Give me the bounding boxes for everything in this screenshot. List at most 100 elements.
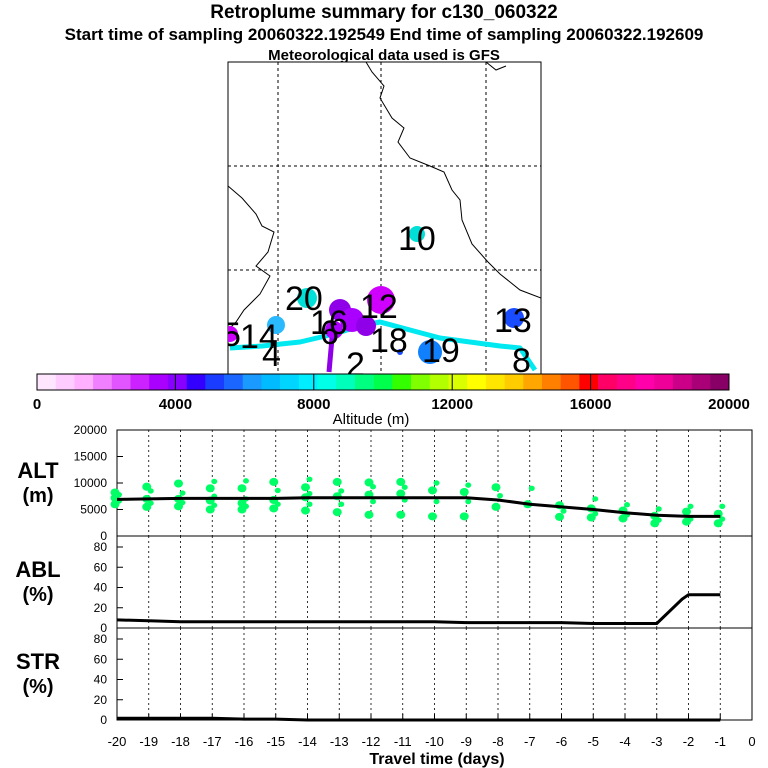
colorbar-cell (336, 374, 356, 390)
colorbar-tick-label: 16000 (570, 396, 612, 413)
altitude-point (396, 477, 406, 486)
altitude-point (396, 510, 406, 519)
x-tick-label: -8 (492, 734, 504, 749)
x-tick-label: -6 (556, 734, 568, 749)
trajectory-day-label: 14 (240, 318, 278, 356)
colorbar-tick-label: 4000 (159, 396, 192, 413)
trajectory-day-label: 4 (262, 336, 281, 374)
colorbar-cell (541, 374, 561, 390)
colorbar-cell (616, 374, 636, 390)
trajectory-day-label: 6 (320, 314, 339, 352)
trajectory-point (228, 326, 238, 342)
x-tick-label: -16 (235, 734, 254, 749)
sampling-time-line: Start time of sampling 20060322.192549 E… (64, 25, 704, 44)
colorbar-cell (317, 374, 337, 390)
trajectory-day-label: 19 (422, 332, 460, 370)
y-tick-label: 0 (100, 529, 107, 543)
colorbar-cell (261, 374, 281, 390)
y-tick-label: 40 (94, 581, 108, 595)
altitude-point (428, 486, 437, 495)
trajectory-track (229, 319, 538, 372)
x-axis-label: Travel time (days) (369, 751, 504, 768)
trajectory-point (397, 349, 403, 355)
trajectory-day-label: 18 (370, 322, 408, 360)
trajectory-point (409, 226, 425, 242)
colorbar-cell (560, 374, 580, 390)
coastline-northeast (485, 62, 507, 71)
altitude-point (491, 483, 501, 492)
x-tick-label: -15 (266, 734, 285, 749)
series-line (117, 716, 721, 722)
colorbar-cell (710, 374, 730, 390)
x-tick-label: -11 (394, 734, 412, 749)
altitude-point (237, 499, 247, 508)
altitude-point (301, 483, 310, 492)
x-tick-label: -19 (139, 734, 158, 749)
colorbar-tick-label: 20000 (708, 396, 750, 413)
colorbar-cell (205, 374, 225, 390)
panel-str: 0 20 40 60 80 STR(%) (16, 627, 753, 727)
y-tick-label: 80 (94, 540, 108, 554)
altitude-point (174, 479, 183, 488)
panel-unit-label: (%) (22, 676, 53, 698)
trajectory-day-label: 5 (222, 316, 241, 354)
altitude-point (592, 511, 599, 517)
colorbar-cell (672, 374, 692, 390)
altitude-point (719, 503, 726, 510)
colorbar-label: Altitude (m) (333, 411, 410, 428)
series-line (116, 593, 721, 625)
colorbar-cell (411, 374, 431, 390)
altitude-point (491, 502, 501, 511)
altitude-point (306, 476, 313, 482)
trajectory-point (267, 316, 285, 334)
altitude-point (364, 510, 374, 519)
coastline-west (228, 185, 275, 331)
colorbar-cell (186, 374, 206, 390)
trajectory-day-label: 8 (512, 342, 531, 380)
trajectory-day-label: 10 (398, 220, 436, 258)
altitude-point (274, 487, 281, 494)
altitude-point (396, 489, 406, 498)
altitude-point (269, 504, 279, 513)
x-tick-label: -18 (171, 734, 190, 749)
altitude-point (301, 506, 310, 515)
altitude-point (243, 478, 249, 484)
colorbar-cell (448, 374, 468, 390)
x-tick-label: -4 (619, 734, 631, 749)
trajectory-day-label: 16 (310, 304, 348, 342)
x-tick-label: -7 (524, 734, 536, 749)
altitude-point (687, 503, 694, 510)
colorbar-cell (280, 374, 300, 390)
altitude-point (338, 501, 345, 507)
colorbar-tick-label: 12000 (431, 396, 473, 413)
x-tick-label: -12 (362, 734, 381, 749)
colorbar-cell (93, 374, 113, 390)
colorbar-cell (523, 374, 543, 390)
y-tick-label: 20 (94, 601, 108, 615)
x-tick-label: -10 (425, 734, 444, 749)
trajectory-point (297, 288, 317, 308)
altitude-point (655, 506, 662, 512)
altitude-point (592, 496, 599, 502)
panel-alt: 0 5000 10000 15000 20000 ALT(m) (17, 423, 753, 543)
altitude-point (306, 501, 313, 507)
colorbar-cell (504, 374, 524, 390)
series-line (116, 496, 721, 518)
colorbar-tick-label: 0 (33, 396, 41, 413)
chart-title: Retroplume summary for c130_060322 (210, 2, 558, 23)
altitude-point (211, 502, 218, 508)
y-tick-label: 15000 (74, 450, 108, 464)
colorbar-cell (691, 374, 711, 390)
colorbar-cell (167, 374, 187, 390)
x-tick-label: -20 (108, 734, 127, 749)
y-tick-label: 10000 (74, 476, 108, 490)
altitude-point (269, 477, 279, 486)
colorbar-cell (55, 374, 75, 390)
trajectory-point (418, 340, 442, 364)
altitude-point (624, 502, 630, 508)
trajectory-point (356, 316, 376, 336)
x-tick-label: -13 (330, 734, 349, 749)
altitude-point (401, 484, 408, 490)
trajectory-branch (326, 337, 335, 373)
